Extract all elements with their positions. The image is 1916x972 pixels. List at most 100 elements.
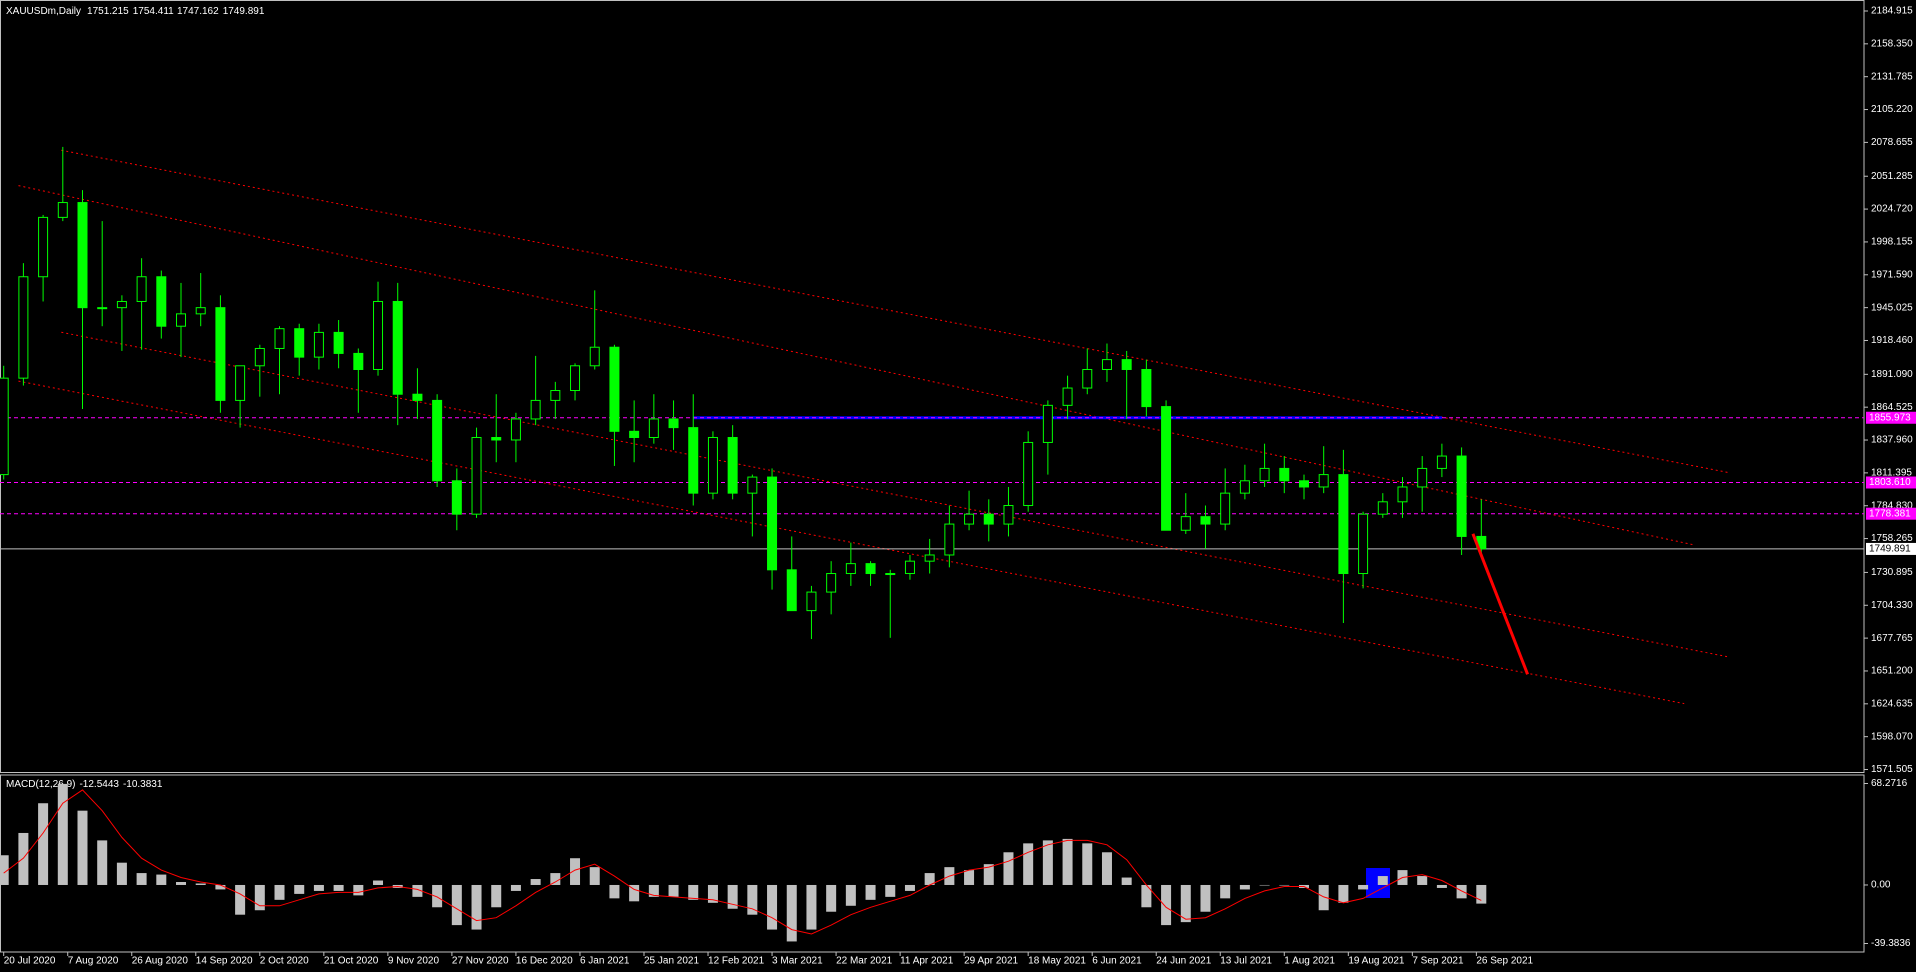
x-tick-label: 22 Mar 2021 xyxy=(836,956,893,967)
candle-body xyxy=(412,393,423,401)
macd-bar xyxy=(0,855,9,885)
ohlc-high: 1754.411 xyxy=(133,6,174,17)
candle-body xyxy=(550,390,561,401)
signal-line xyxy=(3,789,1482,935)
y-tick-label: 1864.525 xyxy=(1871,402,1913,413)
candle-body xyxy=(826,573,837,593)
candle-body xyxy=(924,554,935,562)
x-tick-label: 6 Jun 2021 xyxy=(1092,956,1142,967)
candle-body xyxy=(1338,474,1349,575)
macd-bar xyxy=(530,879,541,885)
candle-body xyxy=(136,276,147,302)
candle-body xyxy=(0,377,9,476)
candle-body xyxy=(629,430,640,439)
y-tick-label: 0.00 xyxy=(1871,880,1891,891)
candle-body xyxy=(944,523,955,556)
y-tick-label: 2078.655 xyxy=(1871,137,1913,148)
candle-body xyxy=(294,328,305,358)
y-tick-label: 1704.330 xyxy=(1871,600,1913,611)
candle-body xyxy=(983,513,994,525)
macd-bar xyxy=(1101,852,1112,885)
y-tick-label: 1598.070 xyxy=(1871,731,1913,742)
candle-body xyxy=(491,437,502,441)
candle-body xyxy=(885,573,896,576)
macd-main: -12.5443 xyxy=(79,779,119,790)
macd-bar xyxy=(294,884,305,894)
macd-bar xyxy=(885,884,896,897)
y-tick-label: 2184.915 xyxy=(1871,6,1913,17)
macd-bar xyxy=(1358,884,1369,890)
macd-bar xyxy=(1082,843,1093,885)
macd-bar xyxy=(333,884,344,891)
candle-body xyxy=(1220,492,1231,525)
candle-body xyxy=(254,347,265,367)
candle-body xyxy=(1298,480,1309,488)
level-label: 1778.381 xyxy=(1869,508,1911,519)
trendline xyxy=(18,185,1694,546)
x-tick-label: 9 Nov 2020 xyxy=(388,956,440,967)
macd-bar xyxy=(254,884,265,911)
candle-body xyxy=(648,418,659,439)
candle-body xyxy=(38,216,49,278)
candle-body xyxy=(116,300,127,309)
candle-body xyxy=(432,399,443,482)
macd-bar xyxy=(1436,884,1447,888)
macd-bar xyxy=(1161,884,1172,926)
macd-bar xyxy=(1220,884,1231,899)
y-tick-label: 1811.395 xyxy=(1871,468,1912,479)
ohlc-open: 1751.215 xyxy=(87,6,129,17)
macd-bar xyxy=(432,884,443,908)
macd-bar xyxy=(1417,876,1428,885)
level-label: 1855.973 xyxy=(1869,412,1911,423)
candle-body xyxy=(353,352,364,370)
x-tick-label: 26 Aug 2020 xyxy=(132,956,189,967)
y-tick-label: -39.3836 xyxy=(1871,938,1911,949)
candle-body xyxy=(510,418,521,441)
candle-body xyxy=(1456,455,1467,537)
y-tick-label: 1758.265 xyxy=(1871,533,1913,544)
macd-bar xyxy=(1180,884,1191,923)
level-label-box xyxy=(1866,411,1916,424)
y-tick-label: 1945.025 xyxy=(1871,302,1913,313)
y-tick-label: 1891.090 xyxy=(1871,369,1913,380)
x-tick-label: 12 Feb 2021 xyxy=(708,956,765,967)
macd-bar xyxy=(491,884,502,908)
candle-body xyxy=(392,300,403,395)
candle-body xyxy=(451,480,462,515)
macd-bar xyxy=(550,873,561,885)
y-tick-label: 68.2716 xyxy=(1871,778,1908,789)
macd-signal: -10.3831 xyxy=(123,779,163,790)
y-tick-label: 1837.960 xyxy=(1871,435,1913,446)
candle-body xyxy=(1141,368,1152,408)
candle-body xyxy=(195,307,206,315)
candle-body xyxy=(156,276,167,327)
candle-body xyxy=(1062,387,1073,406)
macd-bar xyxy=(1121,877,1132,885)
y-tick-label: 1784.830 xyxy=(1871,500,1913,511)
macd-bar xyxy=(1377,876,1388,885)
x-tick-label: 16 Dec 2020 xyxy=(516,956,573,967)
y-tick-label: 2105.220 xyxy=(1871,104,1913,115)
candle-body xyxy=(215,307,226,401)
candle-body xyxy=(274,328,285,349)
macd-bar xyxy=(904,884,915,891)
macd-bar xyxy=(38,803,49,885)
forecast-arrow xyxy=(1471,533,1529,675)
x-tick-label: 20 Jul 2020 xyxy=(4,956,56,967)
x-tick-label: 11 Apr 2021 xyxy=(900,956,954,967)
macd-name: MACD(12,26,9) xyxy=(6,779,75,790)
macd-bar xyxy=(1279,884,1290,886)
macd-bar xyxy=(629,884,640,902)
y-tick-label: 1730.895 xyxy=(1871,567,1913,578)
candle-body xyxy=(1239,480,1250,494)
macd-bar xyxy=(412,884,423,897)
macd-bar xyxy=(845,884,856,906)
macd-bar xyxy=(688,884,699,900)
x-tick-label: 3 Mar 2021 xyxy=(772,956,823,967)
macd-bar xyxy=(1023,843,1034,885)
macd-bar xyxy=(1062,838,1073,885)
macd-bar xyxy=(609,884,620,899)
